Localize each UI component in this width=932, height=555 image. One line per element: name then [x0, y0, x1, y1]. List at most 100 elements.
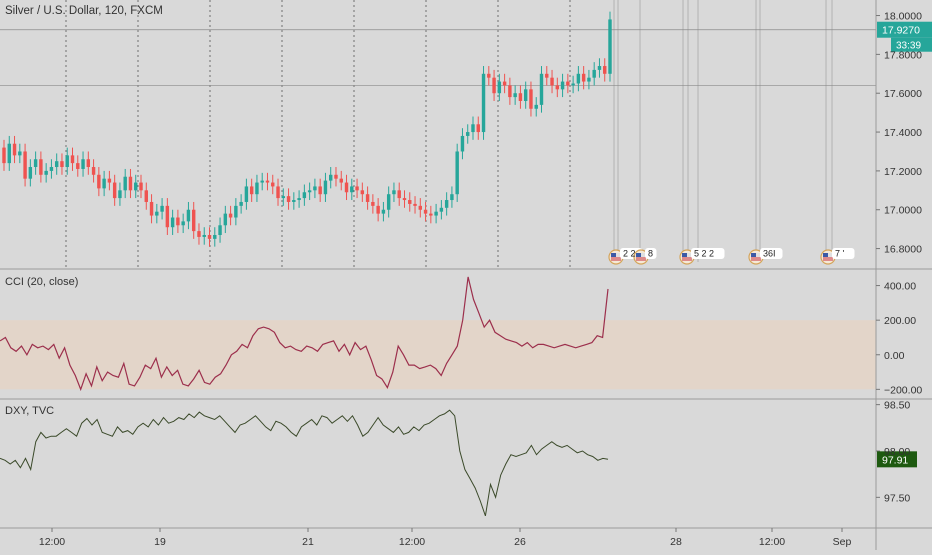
candle-body[interactable] — [44, 170, 48, 175]
candle-body[interactable] — [334, 174, 338, 179]
candle-body[interactable] — [292, 200, 296, 202]
candle-body[interactable] — [260, 180, 264, 183]
candle-body[interactable] — [360, 190, 365, 195]
candle-body[interactable] — [402, 198, 407, 201]
candle-body[interactable] — [181, 221, 185, 226]
candle-body[interactable] — [307, 190, 312, 193]
candle-body[interactable] — [33, 159, 38, 168]
candle-body[interactable] — [65, 155, 69, 168]
candle-body[interactable] — [102, 178, 106, 189]
candle-body[interactable] — [149, 201, 154, 216]
candle-body[interactable] — [7, 143, 11, 164]
candle-body[interactable] — [476, 124, 480, 133]
candle-body[interactable] — [70, 155, 75, 164]
candle-body[interactable] — [513, 93, 517, 98]
candle-body[interactable] — [371, 201, 375, 206]
candle-body[interactable] — [123, 176, 127, 191]
candle-body[interactable] — [434, 211, 438, 216]
candle-body[interactable] — [550, 77, 554, 86]
candle-body[interactable] — [139, 182, 143, 191]
candle-body[interactable] — [191, 209, 196, 232]
candle-body[interactable] — [487, 73, 491, 78]
candle-body[interactable] — [2, 147, 6, 164]
candle-body[interactable] — [318, 186, 322, 195]
candle-body[interactable] — [323, 180, 328, 195]
candle-body[interactable] — [249, 186, 254, 195]
candle-body[interactable] — [529, 89, 533, 109]
candle-body[interactable] — [276, 186, 280, 199]
candle-body[interactable] — [223, 213, 228, 226]
candle-body[interactable] — [265, 180, 270, 183]
candle-body[interactable] — [313, 186, 317, 191]
candle-body[interactable] — [545, 73, 549, 78]
candle-body[interactable] — [576, 73, 581, 84]
candle-body[interactable] — [555, 85, 560, 90]
candle-body[interactable] — [213, 234, 217, 239]
candle-body[interactable] — [603, 66, 607, 74]
candle-body[interactable] — [107, 178, 112, 183]
candle-body[interactable] — [376, 205, 380, 214]
candle-body[interactable] — [523, 89, 528, 101]
candle-body[interactable] — [239, 201, 243, 206]
candle-body[interactable] — [365, 194, 370, 202]
candle-body[interactable] — [97, 174, 101, 189]
candle-body[interactable] — [571, 83, 575, 86]
candle-body[interactable] — [502, 81, 507, 86]
candle-body[interactable] — [566, 81, 570, 86]
candle-body[interactable] — [408, 200, 412, 204]
candle-body[interactable] — [202, 234, 206, 237]
candle-body[interactable] — [444, 200, 449, 208]
candle-body[interactable] — [12, 143, 17, 156]
candle-body[interactable] — [418, 205, 423, 210]
candle-body[interactable] — [581, 73, 586, 82]
cci-line[interactable] — [0, 276, 609, 392]
candle-body[interactable] — [492, 77, 496, 94]
candle-body[interactable] — [455, 151, 459, 195]
candle-body[interactable] — [165, 205, 170, 228]
candle-body[interactable] — [344, 182, 349, 193]
candle-body[interactable] — [386, 194, 391, 210]
candle-body[interactable] — [118, 190, 122, 199]
candle-body[interactable] — [271, 182, 275, 187]
candle-body[interactable] — [160, 205, 164, 212]
candle-body[interactable] — [54, 161, 59, 168]
candle-body[interactable] — [76, 163, 80, 169]
candle-body[interactable] — [39, 159, 43, 175]
candle-body[interactable] — [91, 167, 96, 175]
candle-body[interactable] — [608, 19, 612, 74]
candle-body[interactable] — [28, 167, 33, 179]
candle-body[interactable] — [81, 159, 85, 169]
candle-body[interactable] — [23, 151, 27, 179]
candle-body[interactable] — [18, 151, 22, 156]
candle-body[interactable] — [49, 167, 54, 171]
candle-body[interactable] — [392, 190, 396, 195]
candle-body[interactable] — [234, 205, 238, 218]
candle-body[interactable] — [244, 186, 249, 202]
candle-body[interactable] — [397, 190, 401, 199]
candle-body[interactable] — [255, 182, 259, 195]
candle-body[interactable] — [170, 217, 175, 228]
candle-body[interactable] — [471, 124, 475, 133]
candle-body[interactable] — [281, 196, 285, 199]
candle-body[interactable] — [339, 178, 343, 183]
candle-body[interactable] — [481, 73, 486, 133]
candle-body[interactable] — [197, 231, 201, 237]
candle-body[interactable] — [228, 213, 233, 218]
candle-body[interactable] — [534, 104, 538, 109]
candle-body[interactable] — [597, 66, 602, 70]
candle-body[interactable] — [297, 198, 301, 201]
candle-body[interactable] — [413, 203, 417, 206]
candle-body[interactable] — [134, 182, 138, 191]
candle-body[interactable] — [144, 190, 148, 202]
candle-body[interactable] — [60, 161, 64, 168]
candle-body[interactable] — [350, 186, 354, 193]
candle-body[interactable] — [355, 186, 359, 191]
candle-body[interactable] — [450, 194, 454, 201]
candle-body[interactable] — [176, 217, 180, 226]
candle-body[interactable] — [128, 176, 133, 191]
candle-body[interactable] — [155, 211, 159, 216]
candle-body[interactable] — [518, 93, 523, 101]
candle-body[interactable] — [497, 81, 502, 94]
